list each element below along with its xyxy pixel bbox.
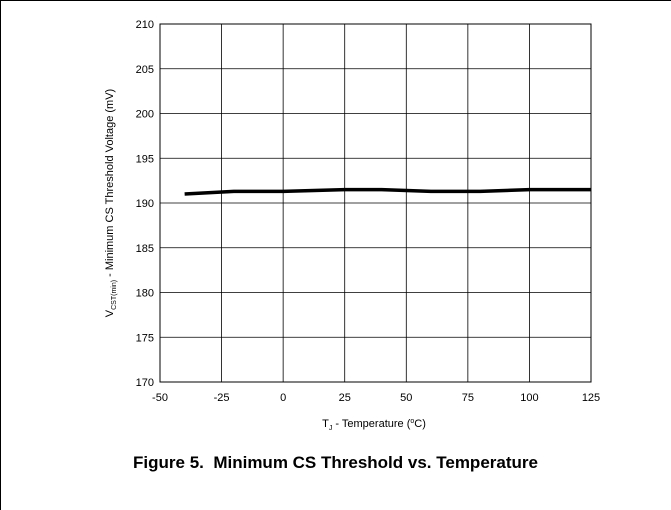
x-axis-label: TJ - Temperature (oC)	[322, 418, 426, 432]
y-tick-labels: 170 175 180 185 190 195 200 205 210	[136, 19, 154, 389]
figure-caption: Figure 5. Minimum CS Threshold vs. Tempe…	[133, 453, 538, 472]
y-tick-label: 205	[136, 64, 154, 76]
series-line	[184, 187, 591, 196]
y-tick-label: 170	[136, 377, 154, 389]
y-tick-label: 175	[136, 332, 154, 344]
y-tick-label: 185	[136, 243, 154, 255]
y-axis-label: VCST(min) - Minimum CS Threshold Voltage…	[104, 89, 118, 317]
plot-area-frame	[159, 23, 592, 383]
x-tick-label: 125	[582, 392, 600, 404]
y-tick-label: 190	[136, 198, 154, 210]
x-tick-label: 0	[280, 392, 286, 404]
x-tick-label: -50	[152, 392, 168, 404]
chart: 170 175 180 185 190 195 200 205 210 -50 -25 0 25 50 7…	[104, 19, 600, 432]
y-tick-label: 200	[136, 109, 154, 121]
x-tick-label: -25	[214, 392, 230, 404]
x-tick-labels: -50 -25 0 25 50 75 100 125	[152, 392, 600, 404]
y-tick-label: 195	[136, 153, 154, 165]
grid-lines	[159, 23, 592, 383]
frame-top-border	[0, 0, 671, 1]
y-tick-label: 210	[136, 19, 154, 31]
x-tick-label: 75	[462, 392, 474, 404]
y-tick-label: 180	[136, 288, 154, 300]
series-points	[184, 189, 592, 195]
x-tick-label: 100	[520, 392, 538, 404]
x-tick-label: 50	[400, 392, 412, 404]
x-tick-label: 25	[339, 392, 351, 404]
frame-left-border	[0, 0, 1, 510]
